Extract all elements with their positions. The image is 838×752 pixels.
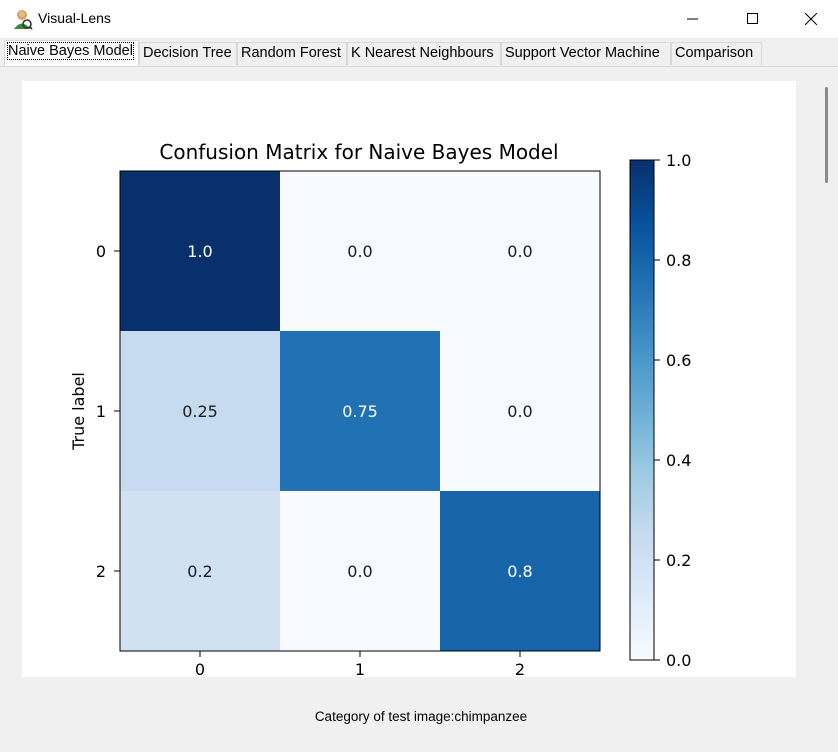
confusion-matrix-chart: Confusion Matrix for Naive Bayes Model 1…: [69, 140, 691, 679]
tab-label: Random Forest: [241, 45, 341, 61]
colorbar: [629, 159, 655, 661]
tab-bar: Naive Bayes Model Decision Tree Random F…: [0, 38, 838, 67]
x-tick-label: 2: [515, 660, 525, 677]
tab-support-vector-machine[interactable]: Support Vector Machine: [501, 42, 671, 65]
x-tick-label: 0: [195, 660, 205, 677]
colorbar-tick-label: 0.0: [666, 651, 691, 670]
tab-label: Support Vector Machine: [505, 45, 660, 61]
tab-label: Comparison: [675, 45, 754, 61]
tab-content-panel: Confusion Matrix for Naive Bayes Model 1…: [0, 67, 838, 752]
tab-divider: [0, 66, 838, 67]
matrix-cell: [280, 491, 440, 651]
minimize-icon: [687, 18, 698, 20]
close-button[interactable]: [782, 0, 838, 38]
cell-value-label: 0.25: [182, 402, 218, 421]
tab-comparison[interactable]: Comparison: [671, 42, 762, 65]
title-bar[interactable]: Visual-Lens: [0, 0, 838, 38]
scrollbar-thumb[interactable]: [825, 87, 828, 183]
matrix-cell: [440, 491, 600, 651]
matrix-cell: [280, 171, 440, 331]
cell-value-label: 0.0: [507, 402, 532, 421]
x-tick-label: 1: [355, 660, 365, 677]
maximize-icon: [747, 13, 758, 24]
colorbar-tick-label: 0.6: [666, 351, 691, 370]
tab-random-forest[interactable]: Random Forest: [237, 42, 347, 65]
window-title: Visual-Lens: [38, 10, 111, 26]
matrix-cell: [120, 331, 280, 491]
cell-value-label: 1.0: [187, 242, 212, 261]
minimize-button[interactable]: [664, 0, 722, 38]
chart-title: Confusion Matrix for Naive Bayes Model: [159, 140, 558, 164]
tab-label: Decision Tree: [143, 45, 232, 61]
tab-naive-bayes-model[interactable]: Naive Bayes Model: [4, 40, 139, 66]
cell-value-label: 0.75: [342, 402, 378, 421]
tab-decision-tree[interactable]: Decision Tree: [139, 42, 237, 65]
matrix-cell: [120, 171, 280, 331]
matrix-cell: [120, 491, 280, 651]
cell-value-label: 0.0: [507, 242, 532, 261]
y-tick-label: 0: [96, 242, 106, 261]
tab-label: K Nearest Neighbours: [351, 45, 494, 61]
colorbar-tick-label: 0.4: [666, 451, 691, 470]
visual-lens-app-icon: [14, 10, 33, 30]
cell-value-label: 0.2: [187, 562, 212, 581]
matrix-cell: [440, 171, 600, 331]
matrix-cell: [280, 331, 440, 491]
vertical-scrollbar[interactable]: [817, 84, 834, 692]
tab-label: Naive Bayes Model: [7, 42, 134, 60]
colorbar-tick-label: 0.2: [666, 551, 691, 570]
cell-value-label: 0.0: [347, 242, 372, 261]
y-axis-label: True label: [69, 372, 88, 451]
cell-value-label: 0.0: [347, 562, 372, 581]
colorbar-tick-label: 1.0: [666, 151, 691, 170]
y-tick-label: 2: [96, 562, 106, 581]
cell-value-label: 0.8: [507, 562, 532, 581]
test-image-category-caption: Category of test image:chimpanzee: [314, 709, 528, 724]
tab-k-nearest-neighbours[interactable]: K Nearest Neighbours: [347, 42, 501, 65]
figure-canvas: Confusion Matrix for Naive Bayes Model 1…: [22, 81, 796, 679]
colorbar-tick-label: 0.8: [666, 251, 691, 270]
matrix-cell: [440, 331, 600, 491]
y-tick-label: 1: [96, 402, 106, 421]
maximize-button[interactable]: [724, 0, 782, 38]
close-icon: [805, 13, 817, 25]
